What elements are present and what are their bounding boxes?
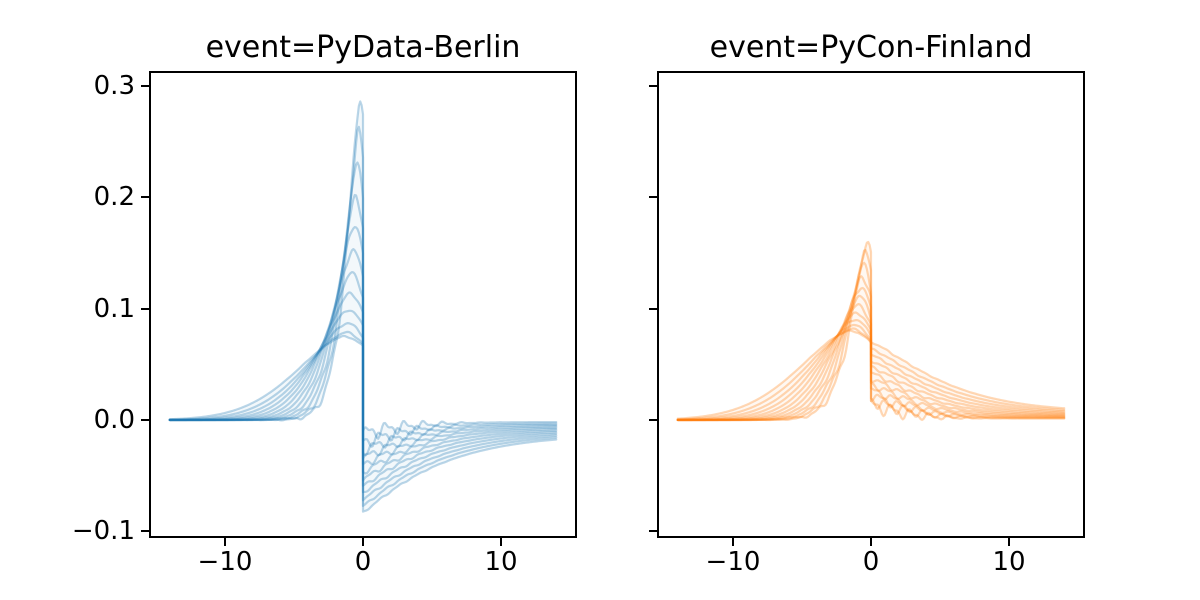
y-tick-mark bbox=[141, 196, 149, 199]
curve-band bbox=[677, 295, 1065, 420]
curve-band bbox=[169, 195, 557, 465]
y-tick-mark bbox=[649, 196, 657, 199]
curve-band bbox=[677, 324, 1065, 420]
y-tick-label: 0.1 bbox=[93, 293, 135, 324]
curve-line bbox=[168, 270, 558, 482]
x-tick-label: 0 bbox=[354, 547, 372, 577]
curve-band bbox=[677, 320, 1065, 420]
curve-line bbox=[168, 334, 558, 513]
y-tick-label: 0.0 bbox=[93, 404, 135, 435]
curve-line bbox=[676, 302, 1066, 422]
y-tick-mark bbox=[141, 530, 149, 533]
y-tick-mark bbox=[649, 530, 657, 533]
curve-line bbox=[676, 240, 1066, 422]
y-tick-label: 0.2 bbox=[93, 182, 135, 213]
y-tick-mark bbox=[649, 418, 657, 421]
x-tick-label: 0 bbox=[862, 547, 880, 577]
y-tick-mark bbox=[649, 307, 657, 310]
x-tick-mark bbox=[500, 538, 503, 546]
curve-line bbox=[676, 248, 1066, 422]
curve-line bbox=[676, 261, 1066, 422]
curve-line bbox=[168, 291, 558, 487]
x-tick-mark bbox=[1008, 538, 1011, 546]
curve-band bbox=[677, 304, 1065, 420]
x-tick-label: −10 bbox=[197, 547, 253, 577]
x-tick-label: 10 bbox=[992, 547, 1026, 577]
y-tick-label: 0.3 bbox=[93, 71, 135, 102]
curve-line bbox=[168, 330, 558, 507]
y-tick-mark bbox=[141, 418, 149, 421]
curve-line bbox=[168, 193, 558, 460]
y-tick-mark bbox=[141, 85, 149, 88]
curve-line bbox=[168, 322, 558, 502]
curves-plot-pycon-finland bbox=[676, 240, 1066, 422]
curve-line bbox=[168, 100, 558, 440]
axes-title-pydata-berlin: event=PyData-Berlin bbox=[205, 30, 521, 65]
curve-line bbox=[168, 225, 558, 466]
curve-line bbox=[168, 161, 558, 457]
x-tick-mark bbox=[870, 538, 872, 546]
curve-line bbox=[676, 275, 1066, 422]
curve-band bbox=[677, 262, 1065, 420]
curve-band bbox=[169, 227, 557, 474]
curve-line bbox=[168, 309, 558, 494]
curve-band bbox=[169, 162, 557, 459]
curve-band bbox=[677, 288, 1065, 420]
axes-title-pycon-finland: event=PyCon-Finland bbox=[709, 30, 1033, 65]
curve-line bbox=[168, 125, 558, 448]
x-tick-label: 10 bbox=[484, 547, 518, 577]
x-tick-mark bbox=[731, 538, 734, 546]
axes-pycon-finland: event=PyCon-Finland −10 0 10 bbox=[649, 31, 1085, 575]
axes-pydata-berlin: event=PyData-Berlin −10 0 10 0.3 0.2 0.1 0.0 −0… bbox=[72, 31, 577, 575]
x-tick-label: −10 bbox=[705, 547, 761, 577]
x-tick-mark bbox=[223, 538, 226, 546]
curve-band bbox=[677, 328, 1065, 420]
curve-line bbox=[676, 327, 1066, 421]
curve-line bbox=[676, 319, 1066, 421]
curves-plot-pydata-berlin bbox=[168, 100, 558, 513]
curve-line bbox=[168, 248, 558, 475]
y-tick-label: −0.1 bbox=[71, 516, 135, 547]
curve-line bbox=[676, 286, 1066, 422]
curve-band bbox=[169, 249, 557, 481]
curve-line bbox=[676, 323, 1066, 421]
x-tick-mark bbox=[362, 538, 364, 546]
y-tick-mark bbox=[141, 307, 149, 310]
curve-line bbox=[676, 329, 1066, 420]
curve-band bbox=[677, 250, 1065, 420]
curve-band bbox=[169, 126, 557, 456]
curve-band bbox=[677, 276, 1065, 420]
y-tick-mark bbox=[649, 85, 657, 88]
curve-band bbox=[677, 312, 1065, 420]
curve-line bbox=[676, 294, 1066, 422]
curve-line bbox=[676, 311, 1066, 422]
